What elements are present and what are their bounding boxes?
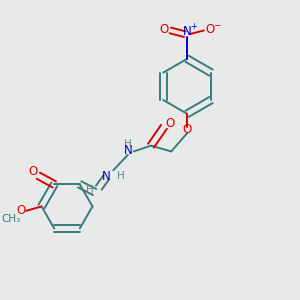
Text: CH₃: CH₃ [1, 214, 20, 224]
Text: −: − [213, 20, 220, 29]
Text: O: O [182, 123, 192, 136]
Text: O: O [206, 23, 215, 36]
Text: N: N [183, 26, 191, 38]
Text: O: O [166, 117, 175, 130]
Text: H: H [117, 171, 124, 181]
Text: O: O [16, 204, 26, 217]
Text: H: H [86, 185, 94, 195]
Text: +: + [190, 22, 197, 31]
Text: H: H [124, 139, 132, 149]
Text: N: N [123, 143, 132, 157]
Text: N: N [102, 169, 110, 183]
Text: O: O [159, 23, 169, 36]
Text: O: O [28, 165, 37, 178]
